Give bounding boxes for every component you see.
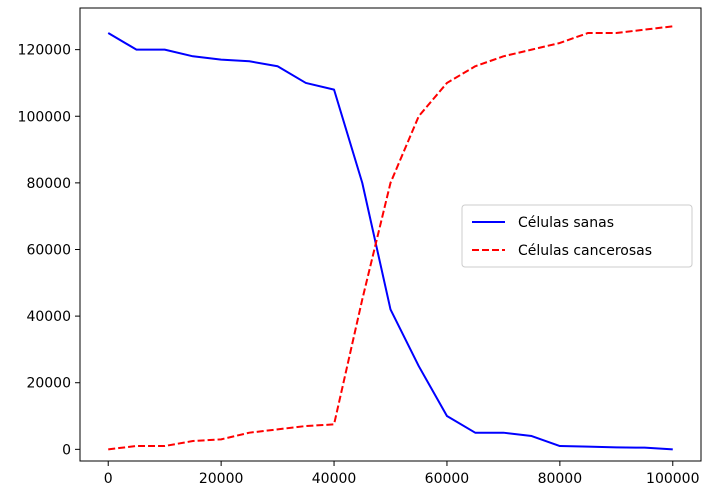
y-tick-label: 100000 bbox=[18, 109, 71, 125]
legend-label: Células sanas bbox=[518, 215, 614, 231]
y-tick-label: 40000 bbox=[26, 309, 71, 325]
legend: Células sanas Células cancerosas bbox=[461, 204, 693, 268]
x-axis: 0 20000 40000 60000 80000 100000 bbox=[104, 461, 699, 487]
y-tick-label: 120000 bbox=[18, 43, 71, 59]
x-tick-label: 0 bbox=[104, 471, 113, 487]
series-lines bbox=[107, 25, 673, 451]
legend-box bbox=[461, 204, 693, 268]
x-tick-label: 40000 bbox=[312, 471, 357, 487]
x-tick-label: 80000 bbox=[538, 471, 583, 487]
y-tick-label: 20000 bbox=[26, 376, 71, 392]
legend-label: Células cancerosas bbox=[518, 243, 652, 259]
x-tick-label: 20000 bbox=[199, 471, 244, 487]
x-tick-label: 100000 bbox=[646, 471, 699, 487]
plot-frame bbox=[79, 7, 702, 462]
y-tick-label: 80000 bbox=[26, 176, 71, 192]
series-line-0 bbox=[107, 32, 673, 451]
y-axis: 0 20000 40000 60000 80000 100000 120000 bbox=[18, 43, 80, 458]
x-tick-label: 60000 bbox=[425, 471, 470, 487]
series-line-1 bbox=[108, 25, 673, 451]
y-tick-label: 60000 bbox=[26, 242, 71, 258]
y-tick-label: 0 bbox=[62, 442, 71, 458]
